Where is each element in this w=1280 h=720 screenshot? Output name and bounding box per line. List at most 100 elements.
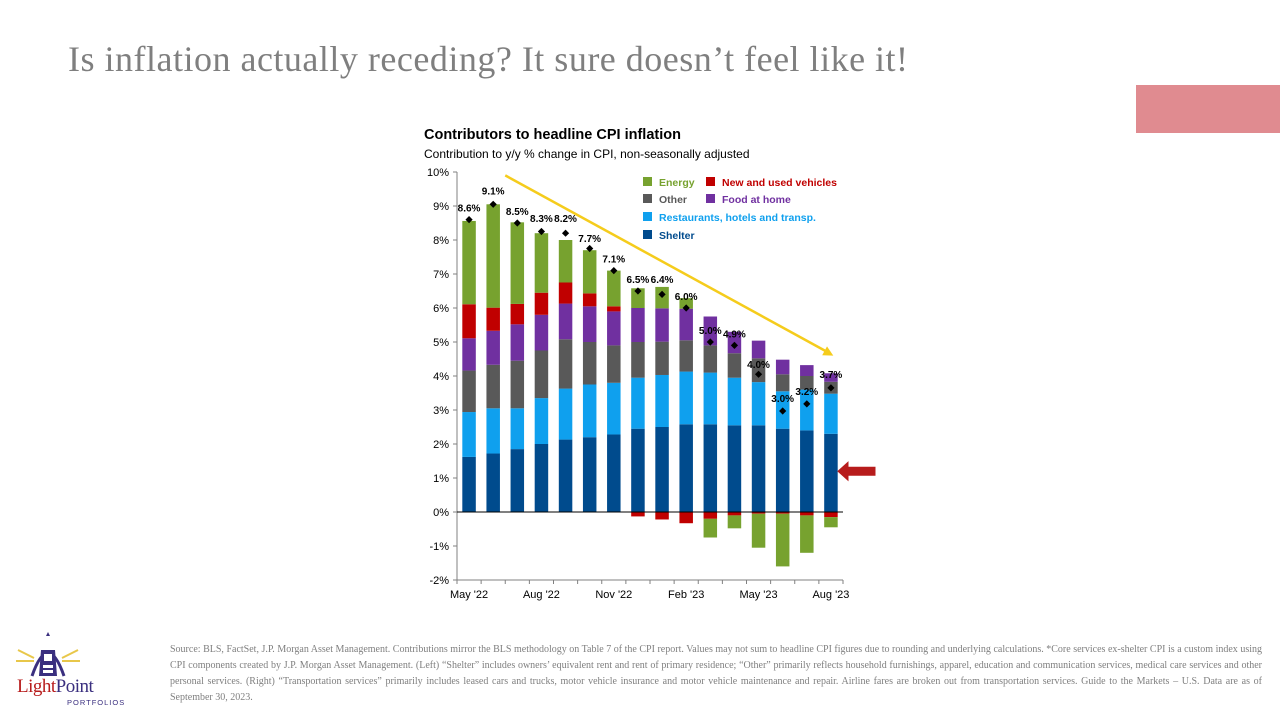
x-tick-label: Aug '22 bbox=[523, 589, 560, 601]
bar-segment bbox=[751, 382, 766, 426]
bar-segment bbox=[800, 376, 814, 390]
bar-segment bbox=[679, 424, 693, 512]
bar-segment bbox=[486, 364, 500, 409]
bar-segment bbox=[775, 513, 790, 567]
bar-segment bbox=[679, 298, 693, 309]
bar-segment bbox=[751, 425, 766, 512]
headline-marker bbox=[537, 227, 546, 236]
y-tick-label: -1% bbox=[429, 541, 449, 553]
legend-layer: Energy New and used vehicles Other Food at … bbox=[643, 177, 837, 242]
bar-segment bbox=[486, 307, 500, 331]
y-tick-label: 4% bbox=[433, 371, 449, 383]
bar-segment bbox=[655, 427, 669, 512]
bar-segment bbox=[727, 515, 742, 529]
trend-line bbox=[504, 174, 828, 354]
bar-segment bbox=[582, 250, 597, 294]
logo-subtitle: PORTFOLIOS bbox=[67, 698, 126, 707]
headline-label: 7.7% bbox=[578, 234, 601, 245]
chart-title: Contributors to headline CPI inflation bbox=[424, 127, 681, 143]
bar-segment bbox=[751, 512, 766, 514]
headline-label: 3.7% bbox=[820, 370, 843, 381]
bar-segment bbox=[703, 345, 718, 373]
bar-segment bbox=[558, 240, 573, 283]
headline-label: 8.2% bbox=[554, 214, 577, 225]
y-tick-label: -2% bbox=[429, 575, 449, 587]
bar-segment bbox=[486, 204, 500, 308]
bar-segment bbox=[679, 308, 693, 341]
bar-segment bbox=[800, 515, 814, 553]
y-tick-label: 2% bbox=[433, 439, 449, 451]
bar-segment bbox=[703, 424, 718, 512]
legend-label: Shelter bbox=[659, 230, 695, 242]
bar-segment bbox=[558, 339, 573, 389]
headline-label: 4.9% bbox=[723, 329, 746, 340]
bar-segment bbox=[824, 512, 838, 518]
bar-segment bbox=[775, 359, 790, 375]
bar-segment bbox=[486, 453, 500, 512]
bar-segment bbox=[727, 377, 742, 426]
y-tick-label: 5% bbox=[433, 337, 449, 349]
bar-segment bbox=[703, 518, 718, 538]
bar-segment bbox=[679, 340, 693, 372]
bar-segment bbox=[775, 428, 790, 512]
slide-title: Is inflation actually receding? It sure … bbox=[68, 39, 909, 79]
bar-segment bbox=[510, 324, 525, 361]
bar-segment bbox=[824, 433, 838, 512]
bar-segment bbox=[582, 384, 597, 438]
bar-segment bbox=[655, 308, 669, 342]
bar-segment bbox=[582, 306, 597, 342]
bar-segment bbox=[462, 220, 476, 305]
headline-label: 6.5% bbox=[627, 275, 650, 286]
bar-segment bbox=[558, 439, 573, 512]
bar-segment bbox=[534, 398, 549, 444]
bar-segment bbox=[607, 382, 621, 435]
legend-swatch bbox=[643, 212, 652, 221]
headline-marker bbox=[730, 341, 739, 349]
headline-label: 5.0% bbox=[699, 326, 722, 337]
bar-segment bbox=[486, 330, 500, 365]
logo-wordmark: LightPoint bbox=[17, 676, 94, 698]
bar-segment bbox=[655, 512, 669, 520]
bar-segment bbox=[631, 377, 645, 429]
legend-swatch bbox=[706, 177, 715, 186]
legend-swatch bbox=[643, 194, 652, 203]
bar-segment bbox=[727, 353, 742, 378]
bar-segment bbox=[510, 449, 525, 512]
bar-segment bbox=[800, 365, 814, 376]
bar-segment bbox=[558, 282, 573, 304]
bar-segment bbox=[462, 370, 476, 413]
bar-segment bbox=[534, 350, 549, 399]
headline-label: 8.3% bbox=[530, 214, 553, 225]
x-tick-label: May '23 bbox=[739, 589, 777, 601]
bar-segment bbox=[558, 388, 573, 440]
headline-marker bbox=[610, 267, 618, 275]
headline-label: 6.0% bbox=[675, 292, 698, 303]
bar-segment bbox=[510, 222, 525, 304]
headline-label: 9.1% bbox=[482, 187, 505, 198]
headline-marker bbox=[561, 229, 570, 237]
bar-segment bbox=[462, 456, 476, 512]
x-tick-label: May '22 bbox=[450, 589, 488, 601]
bar-segment bbox=[703, 372, 718, 425]
headline-marker bbox=[658, 290, 666, 298]
bar-segment bbox=[631, 428, 645, 512]
headline-marker bbox=[489, 200, 497, 208]
bar-segment bbox=[534, 292, 549, 315]
bars-layer bbox=[462, 204, 838, 567]
bar-segment bbox=[631, 512, 645, 517]
bar-segment bbox=[607, 306, 621, 312]
y-tick-label: 0% bbox=[433, 507, 449, 519]
bar-segment bbox=[486, 408, 500, 454]
source-note: Source: BLS, FactSet, J.P. Morgan Asset … bbox=[170, 644, 1262, 703]
bar-segment bbox=[558, 303, 573, 340]
headline-marker bbox=[634, 287, 642, 295]
bar-segment bbox=[582, 342, 597, 385]
bar-segment bbox=[510, 360, 525, 409]
trend-layer bbox=[504, 174, 834, 356]
bar-segment bbox=[679, 512, 693, 524]
bar-segment bbox=[751, 358, 766, 383]
bar-segment bbox=[462, 304, 476, 339]
legend-label: Other bbox=[659, 194, 687, 206]
legend-swatch bbox=[706, 194, 715, 203]
bar-segment bbox=[824, 373, 838, 382]
